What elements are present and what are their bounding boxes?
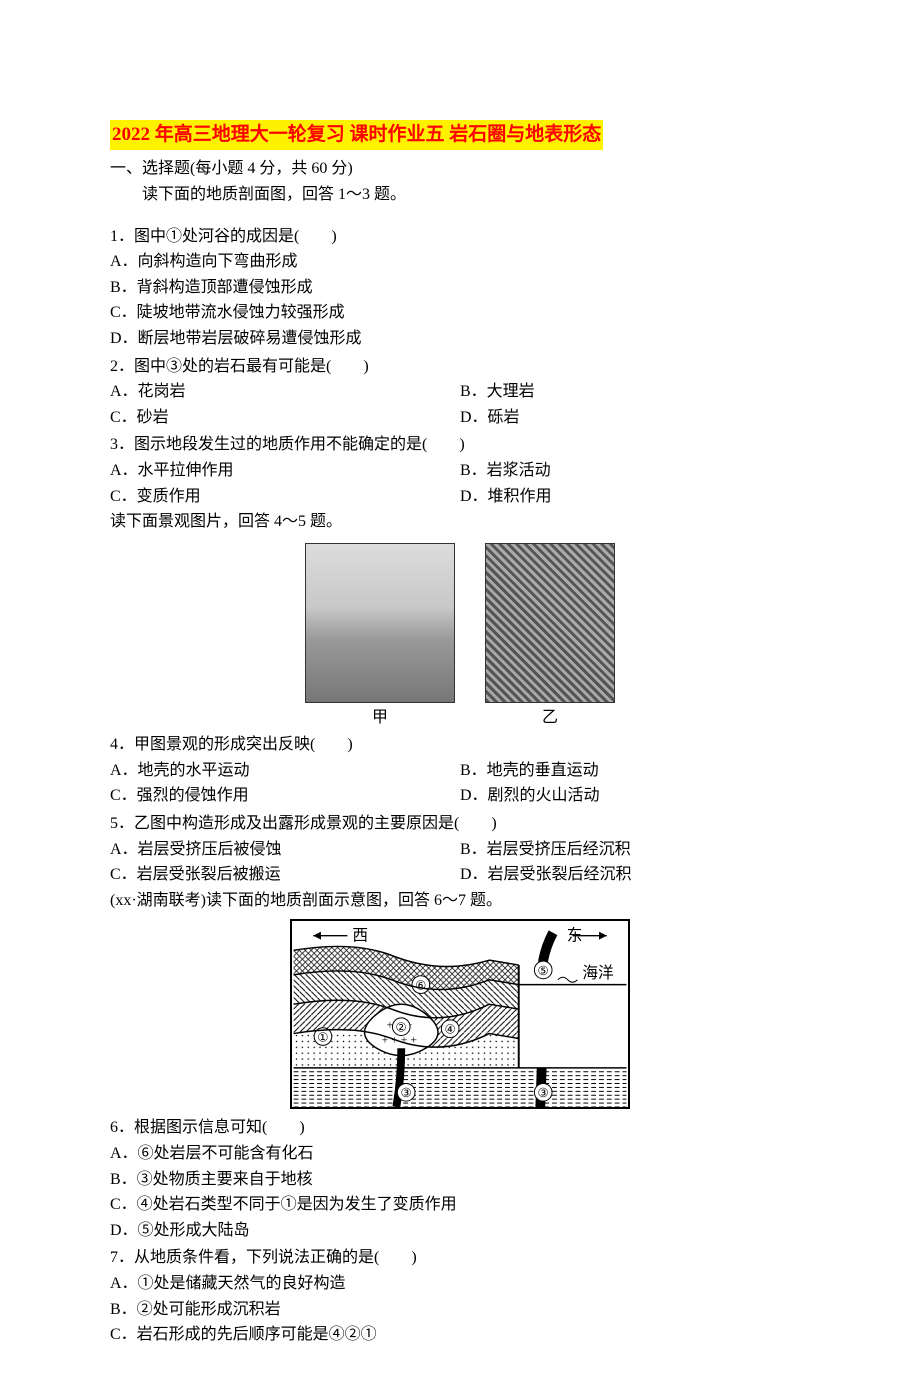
q6-optB: B．③处物质主要来自于地核 <box>110 1167 810 1193</box>
q5-optA: A．岩层受挤压后被侵蚀 <box>110 837 460 863</box>
q5-stem: 5．乙图中构造形成及出露形成景观的主要原因是( ) <box>110 811 810 837</box>
svg-text:③: ③ <box>538 1087 549 1101</box>
q2-stem: 2．图中③处的岩石最有可能是( ) <box>110 354 810 380</box>
q3-options: A．水平拉伸作用 B．岩浆活动 C．变质作用 D．堆积作用 <box>110 458 810 509</box>
svg-text:②: ② <box>396 1021 407 1035</box>
q4-optB: B．地壳的垂直运动 <box>460 758 810 784</box>
q5-optC: C．岩层受张裂后被搬运 <box>110 862 460 888</box>
q5-optB: B．岩层受挤压后经沉积 <box>460 837 810 863</box>
spacer <box>110 208 810 222</box>
intro-text-4-5: 读下面景观图片，回答 4～5 题。 <box>110 509 810 535</box>
svg-text:③: ③ <box>400 1087 411 1101</box>
q2-optC: C．砂岩 <box>110 405 460 431</box>
q3-optB: B．岩浆活动 <box>460 458 810 484</box>
geology-diagram: + + + + + + + 西 东 海洋 ① ② ③ ④ ⑤ ⑥ ③ <box>290 919 630 1109</box>
q1-optD: D．断层地带岩层破碎易遭侵蚀形成 <box>110 326 810 352</box>
title: 2022 年高三地理大一轮复习 课时作业五 岩石圈与地表形态 <box>110 120 603 150</box>
q6-options: A．⑥处岩层不可能含有化石 B．③处物质主要来自于地核 C．④处岩石类型不同于①… <box>110 1141 810 1243</box>
svg-text:⑤: ⑤ <box>538 964 549 978</box>
images-4-5: 甲 乙 <box>110 543 810 731</box>
svg-text:①: ① <box>317 1031 328 1045</box>
image-yi-caption: 乙 <box>542 705 558 731</box>
q4-optA: A．地壳的水平运动 <box>110 758 460 784</box>
q1-stem: 1．图中①处河谷的成因是( ) <box>110 224 810 250</box>
q3-optC: C．变质作用 <box>110 484 460 510</box>
q4-options: A．地壳的水平运动 B．地壳的垂直运动 C．强烈的侵蚀作用 D．剧烈的火山活动 <box>110 758 810 809</box>
q6-stem: 6．根据图示信息可知( ) <box>110 1115 810 1141</box>
q4-optD: D．剧烈的火山活动 <box>460 783 810 809</box>
image-yi-box: 乙 <box>485 543 615 731</box>
q6-optA: A．⑥处岩层不可能含有化石 <box>110 1141 810 1167</box>
intro-text-1-3: 读下面的地质剖面图，回答 1～3 题。 <box>110 182 810 208</box>
q1-optA: A．向斜构造向下弯曲形成 <box>110 249 810 275</box>
q4-stem: 4．甲图景观的形成突出反映( ) <box>110 732 810 758</box>
section-heading: 一、选择题(每小题 4 分，共 60 分) <box>110 156 810 182</box>
diagram-east-label: 东 <box>567 927 583 945</box>
q5-optD: D．岩层受张裂后经沉积 <box>460 862 810 888</box>
q7-optB: B．②处可能形成沉积岩 <box>110 1297 810 1323</box>
q2-optB: B．大理岩 <box>460 379 810 405</box>
image-jia-box: 甲 <box>305 543 455 731</box>
diagram-ocean-label: 海洋 <box>582 964 614 982</box>
image-yi <box>485 543 615 703</box>
q1-options: A．向斜构造向下弯曲形成 B．背斜构造顶部遭侵蚀形成 C．陡坡地带流水侵蚀力较强… <box>110 249 810 351</box>
intro-text-6-7: (xx·湖南联考)读下面的地质剖面示意图，回答 6～7 题。 <box>110 888 810 914</box>
diagram-6-7-wrap: + + + + + + + 西 东 海洋 ① ② ③ ④ ⑤ ⑥ ③ <box>110 919 810 1109</box>
q1-optB: B．背斜构造顶部遭侵蚀形成 <box>110 275 810 301</box>
q2-options: A．花岗岩 B．大理岩 C．砂岩 D．砾岩 <box>110 379 810 430</box>
diagram-west-label: 西 <box>352 928 368 945</box>
q7-optC: C．岩石形成的先后顺序可能是④②① <box>110 1322 810 1348</box>
q6-optC: C．④处岩石类型不同于①是因为发生了变质作用 <box>110 1192 810 1218</box>
q7-stem: 7．从地质条件看，下列说法正确的是( ) <box>110 1245 810 1271</box>
q6-optD: D．⑤处形成大陆岛 <box>110 1218 810 1244</box>
svg-text:④: ④ <box>445 1023 456 1037</box>
q5-options: A．岩层受挤压后被侵蚀 B．岩层受挤压后经沉积 C．岩层受张裂后被搬运 D．岩层… <box>110 837 810 888</box>
q2-optA: A．花岗岩 <box>110 379 460 405</box>
image-jia <box>305 543 455 703</box>
q2-optD: D．砾岩 <box>460 405 810 431</box>
q3-optD: D．堆积作用 <box>460 484 810 510</box>
image-jia-caption: 甲 <box>372 705 388 731</box>
q4-optC: C．强烈的侵蚀作用 <box>110 783 460 809</box>
q7-options: A．①处是储藏天然气的良好构造 B．②处可能形成沉积岩 C．岩石形成的先后顺序可… <box>110 1271 810 1348</box>
q1-optC: C．陡坡地带流水侵蚀力较强形成 <box>110 300 810 326</box>
q7-optA: A．①处是储藏天然气的良好构造 <box>110 1271 810 1297</box>
svg-text:⑥: ⑥ <box>415 979 426 993</box>
q3-optA: A．水平拉伸作用 <box>110 458 460 484</box>
q3-stem: 3．图示地段发生过的地质作用不能确定的是( ) <box>110 432 810 458</box>
